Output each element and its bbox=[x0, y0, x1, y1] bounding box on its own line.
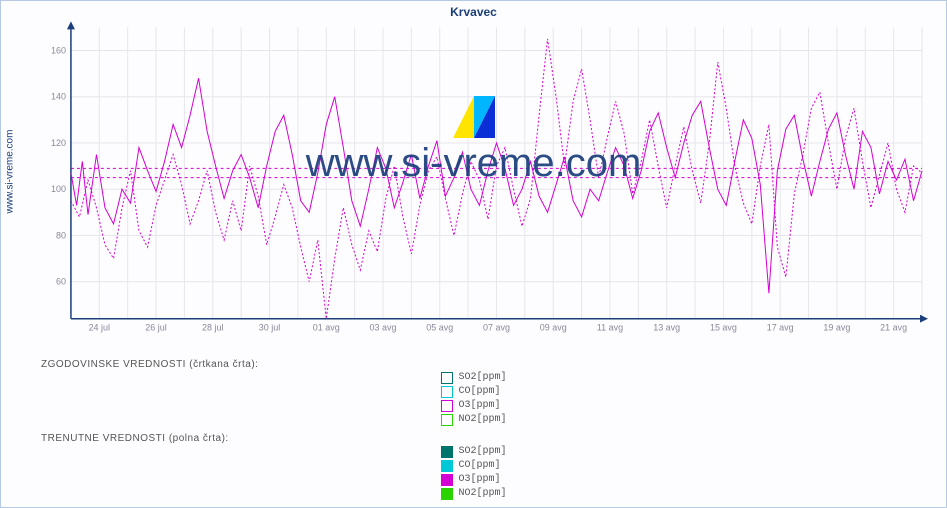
legend-swatch bbox=[440, 400, 452, 412]
svg-text:100: 100 bbox=[51, 184, 66, 194]
legend-label: SO2[ppm] bbox=[458, 445, 506, 459]
legend-current: SO2[ppm]CO[ppm]O3[ppm]NO2[ppm] bbox=[440, 445, 506, 501]
svg-text:15 avg: 15 avg bbox=[710, 323, 737, 333]
site-label: www.si-vreme.com bbox=[5, 129, 16, 213]
legend-item: NO2[ppm] bbox=[440, 413, 506, 427]
section-current-label: TRENUTNE VREDNOSTI (polna črta): bbox=[41, 433, 229, 444]
plot-svg: 60 80 100 120 140 160 24 jul 26 jul 28 jul 30 jul… bbox=[41, 21, 934, 341]
svg-text:09 avg: 09 avg bbox=[540, 323, 567, 333]
legend-label: NO2[ppm] bbox=[458, 487, 506, 501]
svg-text:03 avg: 03 avg bbox=[370, 323, 397, 333]
svg-text:13 avg: 13 avg bbox=[653, 323, 680, 333]
legend-swatch bbox=[440, 460, 452, 472]
legend-swatch bbox=[440, 474, 452, 486]
svg-text:140: 140 bbox=[51, 92, 66, 102]
legend-item: NO2[ppm] bbox=[440, 487, 506, 501]
legend-swatch bbox=[440, 386, 452, 398]
svg-text:24 jul: 24 jul bbox=[89, 323, 110, 333]
svg-text:160: 160 bbox=[51, 45, 66, 55]
plot-area: 60 80 100 120 140 160 24 jul 26 jul 28 jul 30 jul… bbox=[41, 21, 934, 341]
chart-frame: { "title":"Krvavec", "site_label":"www.s… bbox=[0, 0, 947, 508]
y-axis-label: www.si-vreme.com bbox=[3, 31, 17, 311]
legend-item: CO[ppm] bbox=[440, 385, 506, 399]
svg-text:80: 80 bbox=[56, 230, 66, 240]
legend-item: O3[ppm] bbox=[440, 473, 506, 487]
legend-item: SO2[ppm] bbox=[440, 371, 506, 385]
legend-swatch bbox=[440, 446, 452, 458]
legend-swatch bbox=[440, 414, 452, 426]
legend-item: CO[ppm] bbox=[440, 459, 506, 473]
svg-text:19 avg: 19 avg bbox=[823, 323, 850, 333]
legend-label: CO[ppm] bbox=[458, 385, 500, 399]
legend-historic: SO2[ppm]CO[ppm]O3[ppm]NO2[ppm] bbox=[440, 371, 506, 427]
svg-text:05 avg: 05 avg bbox=[426, 323, 453, 333]
legend-swatch bbox=[440, 372, 452, 384]
legend-item: SO2[ppm] bbox=[440, 445, 506, 459]
svg-text:17 avg: 17 avg bbox=[767, 323, 794, 333]
svg-text:60: 60 bbox=[56, 277, 66, 287]
legend-label: CO[ppm] bbox=[458, 459, 500, 473]
section-historic-label: ZGODOVINSKE VREDNOSTI (črtkana črta): bbox=[41, 359, 258, 370]
legend-label: NO2[ppm] bbox=[458, 413, 506, 427]
legend-label: O3[ppm] bbox=[458, 399, 500, 413]
legend-item: O3[ppm] bbox=[440, 399, 506, 413]
legend-label: O3[ppm] bbox=[458, 473, 500, 487]
svg-text:30 jul: 30 jul bbox=[259, 323, 280, 333]
chart-title: Krvavec bbox=[1, 1, 946, 19]
svg-text:120: 120 bbox=[51, 138, 66, 148]
svg-text:11 avg: 11 avg bbox=[597, 323, 623, 333]
legend-swatch bbox=[440, 488, 452, 500]
svg-text:07 avg: 07 avg bbox=[483, 323, 510, 333]
legend-label: SO2[ppm] bbox=[458, 371, 506, 385]
svg-text:01 avg: 01 avg bbox=[313, 323, 340, 333]
svg-text:21 avg: 21 avg bbox=[880, 323, 907, 333]
svg-text:28 jul: 28 jul bbox=[202, 323, 223, 333]
svg-text:26 jul: 26 jul bbox=[145, 323, 166, 333]
